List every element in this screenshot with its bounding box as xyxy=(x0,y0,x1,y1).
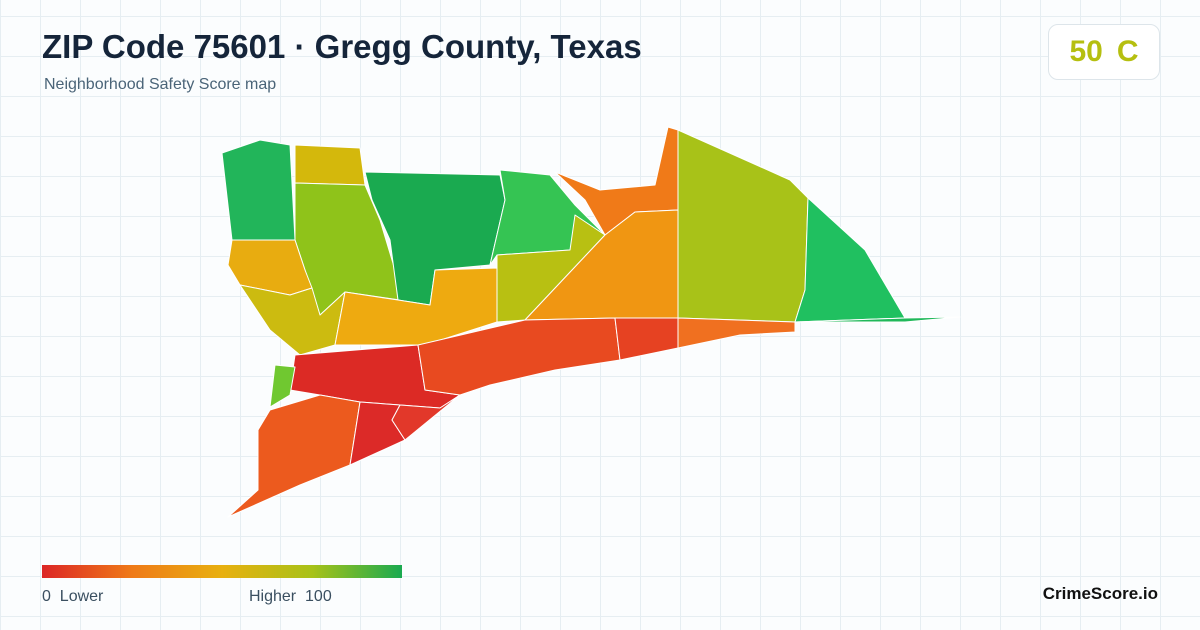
region xyxy=(269,364,296,408)
region xyxy=(677,317,796,349)
legend-min-label: Lower xyxy=(59,588,104,605)
region xyxy=(221,139,296,241)
score-grade: C xyxy=(1116,35,1139,68)
region xyxy=(294,144,366,186)
score-value: 50 xyxy=(1069,35,1103,68)
legend-low: 0 Lower xyxy=(42,588,103,606)
region xyxy=(794,197,906,323)
region xyxy=(794,316,961,323)
legend-max: 100 xyxy=(305,588,332,605)
region xyxy=(677,129,809,323)
region xyxy=(334,267,498,346)
region xyxy=(227,394,361,518)
title: ZIP Code 75601 · Gregg County, Texas xyxy=(42,28,642,65)
legend-min: 0 xyxy=(42,588,51,605)
legend-max-label: Higher xyxy=(249,588,297,605)
brand: CrimeScore.io xyxy=(1042,584,1158,603)
score-badge: 50 C xyxy=(1048,24,1160,80)
subtitle: Neighborhood Safety Score map xyxy=(44,76,277,93)
region xyxy=(391,394,461,441)
legend-gradient xyxy=(42,565,402,578)
region xyxy=(417,317,621,396)
legend-high: Higher 100 xyxy=(249,588,332,606)
region xyxy=(614,317,679,361)
